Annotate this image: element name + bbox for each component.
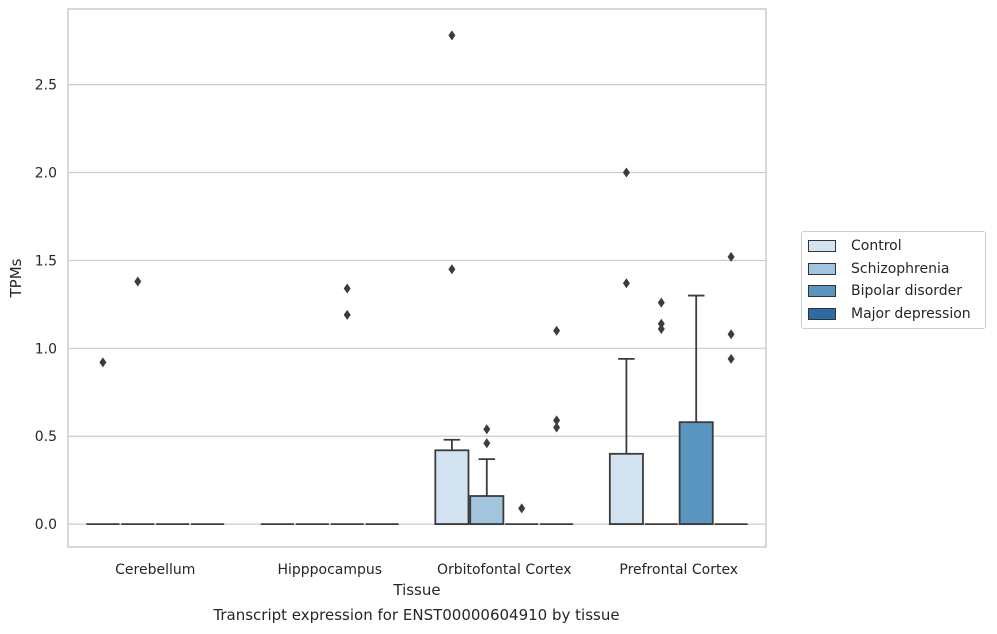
outlier-point	[657, 318, 665, 329]
y-tick-label: 2.5	[35, 78, 57, 94]
y-tick-labels: 0.0 0.5 1.0 1.5 2.0 2.5	[35, 78, 57, 534]
box-body	[678, 421, 714, 526]
outlier-point	[134, 276, 142, 287]
outlier-point	[727, 353, 735, 364]
y-tick-label: 1.0	[35, 341, 57, 357]
outlier-point	[448, 264, 456, 275]
legend-label-schizophrenia: Schizophrenia	[851, 260, 950, 277]
legend-swatch-schizophrenia	[808, 262, 836, 275]
outlier-point	[553, 422, 561, 433]
outlier-point	[343, 283, 351, 294]
y-axis-label: TPMs	[7, 258, 25, 298]
outlier-point	[622, 167, 630, 178]
legend-swatch-control	[808, 240, 836, 253]
outlier-point	[448, 30, 456, 41]
plot-frame	[67, 8, 767, 548]
box-control	[434, 438, 470, 526]
outlier-point	[343, 309, 351, 320]
legend-item-control: Control	[808, 235, 985, 258]
box-bipolar-disorder	[678, 294, 714, 526]
outlier-point	[657, 323, 665, 334]
outlier-point	[483, 438, 491, 449]
legend-label-major-depression: Major depression	[851, 305, 971, 322]
outlier-point	[727, 329, 735, 340]
boxes	[86, 294, 748, 526]
legend-item-bipolar-disorder: Bipolar disorder	[808, 280, 985, 303]
box-body	[434, 449, 470, 526]
outlier-point	[553, 325, 561, 336]
outlier-point	[518, 503, 526, 514]
box-schizophrenia	[469, 458, 505, 526]
legend-swatch-major-depression	[808, 307, 836, 320]
outlier-point	[657, 297, 665, 308]
x-tick-labels: Cerebellum Hipppocampus Orbitofontal Corte…	[115, 562, 738, 578]
y-tick-label: 1.5	[35, 253, 57, 269]
outlier-point	[553, 415, 561, 426]
outliers	[99, 30, 735, 514]
legend-label-control: Control	[851, 238, 902, 255]
x-tick-label: Prefrontal Cortex	[619, 562, 738, 578]
x-tick-label: Hipppocampus	[277, 562, 382, 578]
x-axis-label: Tissue	[392, 581, 440, 599]
legend-item-schizophrenia: Schizophrenia	[808, 258, 985, 281]
outlier-point	[727, 251, 735, 262]
outlier-point	[622, 278, 630, 289]
y-tick-label: 2.0	[35, 166, 57, 182]
x-tick-label: Cerebellum	[115, 562, 195, 578]
box-body	[469, 495, 505, 526]
box-control	[608, 357, 644, 526]
outlier-point	[483, 424, 491, 435]
legend-label-bipolar-disorder: Bipolar disorder	[851, 283, 963, 300]
box-body	[608, 452, 644, 526]
legend-swatch-bipolar-disorder	[808, 285, 836, 298]
chart-caption: Transcript expression for ENST0000060491…	[213, 606, 620, 624]
legend-item-major-depression: Major depression	[808, 303, 985, 326]
outlier-point	[99, 357, 107, 368]
y-tick-label: 0.0	[35, 517, 57, 533]
x-tick-label: Orbitofontal Cortex	[437, 562, 572, 578]
legend: Control Schizophrenia Bipolar disorder M…	[801, 231, 986, 329]
y-tick-label: 0.5	[35, 429, 57, 445]
